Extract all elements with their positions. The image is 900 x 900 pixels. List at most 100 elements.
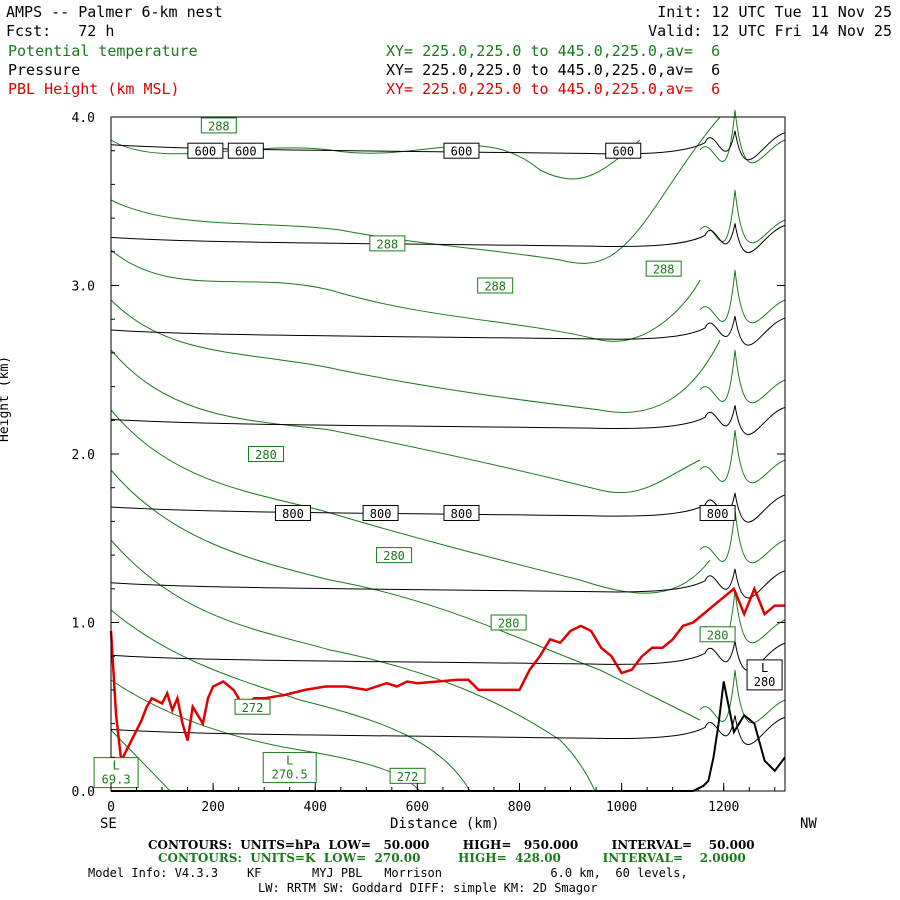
theta-label-3: 288 [653, 263, 675, 277]
theta-label-7-box [699, 626, 736, 643]
extremum-box-0 [262, 752, 317, 784]
pressure-label-800-2-box [443, 504, 480, 521]
theta-contour-1 [110, 116, 721, 264]
y-tick-label-4: 4.0 [72, 111, 95, 126]
pressure-label-800-3: 800 [707, 507, 729, 521]
x-tick-label-1: 200 [201, 800, 224, 815]
footer-model-info: Model Info: V4.3.3 KF MYJ PBL Morrison 6… [88, 866, 688, 880]
model-title: AMPS -- Palmer 6-km nest [6, 3, 223, 21]
theta-contour-right-3 [699, 349, 786, 404]
footer-physics: LW: RRTM SW: Goddard DIFF: simple KM: 2D… [258, 881, 598, 895]
init-time: Init: 12 UTC Tue 11 Nov 25 [657, 3, 892, 21]
theta-label-4-box [248, 446, 285, 462]
pressure-label-600-0: 600 [195, 145, 217, 159]
extremum-value-0: 270.5 [272, 768, 308, 782]
pressure-label-600-1-box [227, 142, 264, 159]
legend-pbl-label: PBL Height (km MSL) [8, 80, 180, 98]
theta-contour-right-4 [699, 429, 786, 484]
pressure-label-600-3-box [605, 142, 642, 159]
x-axis-label: Distance (km) [390, 816, 500, 832]
theta-label-6-box [490, 614, 527, 631]
theta-label-1-box [369, 235, 406, 252]
theta-contour-right-7 [699, 669, 786, 724]
right-end-label: NW [800, 816, 817, 832]
extremum-value-1: 69.3 [102, 773, 131, 787]
extremum-letter-2: L [761, 661, 768, 675]
pbl-height-series [109, 585, 785, 766]
theta-label-4: 280 [255, 448, 277, 462]
legend-theta-xy: XY= 225.0,225.0 to 445.0,225.0,av= 6 [386, 42, 721, 60]
theta-contour-right-0 [699, 109, 786, 164]
extremum-box-1 [93, 757, 139, 789]
theta-label-5-box [376, 547, 413, 564]
pressure-contour-850 [110, 568, 786, 599]
x-tick-label-5: 1000 [606, 800, 637, 815]
pressure-label-600-3: 600 [612, 145, 634, 159]
extremum-letter-1: L [112, 759, 119, 773]
legend-pressure-label: Pressure [8, 61, 81, 79]
extremum-letter-0: L [286, 754, 293, 768]
pressure-label-800-0-box [274, 504, 311, 521]
footer-theta-contours: CONTOURS: UNITS=K LOW= 270.00 HIGH= 428.… [158, 851, 746, 865]
pressure-label-600-0-box [187, 142, 224, 159]
pressure-label-600-2: 600 [451, 145, 473, 159]
pressure-label-800-0: 800 [282, 507, 304, 521]
theta-label-7: 280 [707, 628, 729, 642]
x-tick-label-2: 400 [304, 800, 327, 815]
theta-contour-7 [110, 539, 596, 792]
y-axis-label: Height (km) [0, 355, 12, 442]
theta-label-9-box [389, 767, 426, 784]
theta-label-2: 288 [484, 280, 506, 294]
pressure-contours [110, 130, 786, 745]
valid-time: Valid: 12 UTC Fri 14 Nov 25 [648, 22, 892, 40]
legend-pressure-xy: XY= 225.0,225.0 to 445.0,225.0,av= 6 [386, 61, 721, 79]
axes: 0.0 1.0 2.0 3.0 4.0 0 200 400 600 800 1000 1200 [72, 111, 785, 815]
pressure-label-800-3-box [699, 504, 736, 521]
pressure-label-800-1-box [362, 504, 399, 521]
left-end-label: SE [100, 816, 117, 832]
footer-pressure-contours: CONTOURS: UNITS=hPa LOW= 50.000 HIGH= 95… [148, 838, 755, 852]
pressure-label-600-1: 600 [235, 145, 257, 159]
theta-label-0-box [200, 117, 237, 134]
theta-contour-3 [110, 299, 721, 413]
forecast-hour: Fcst: 72 h [6, 22, 115, 40]
theta-label-1: 288 [376, 237, 398, 251]
theta-label-5: 280 [383, 549, 405, 563]
theta-label-9: 272 [397, 770, 419, 784]
pressure-contour-900 [110, 641, 786, 671]
pressure-contour-950 [110, 715, 786, 745]
contour-labels: 600 600 600 600 800 800 800 800 288 288 288 288 280 2… [93, 117, 783, 789]
legend-theta-label: Potential temperature [8, 42, 198, 60]
y-tick-label-3: 3.0 [72, 280, 95, 295]
pressure-contour-650 [110, 223, 786, 253]
pressure-contour-750 [110, 405, 786, 435]
pressure-label-800-2: 800 [451, 507, 473, 521]
y-tick-label-1: 1.0 [72, 617, 95, 632]
pressure-label-600-2-box [443, 142, 480, 159]
y-tick-label-2: 2.0 [72, 448, 95, 463]
x-tick-label-3: 600 [406, 800, 429, 815]
theta-label-6: 280 [498, 617, 520, 631]
extremum-value-2: 280 [754, 675, 776, 689]
theta-contour-8 [110, 609, 471, 792]
extremum-box-2 [746, 659, 783, 691]
x-tick-label-6: 1200 [708, 800, 739, 815]
x-tick-label-4: 800 [508, 800, 531, 815]
theta-label-3-box [645, 260, 682, 277]
theta-label-8-box [234, 698, 271, 715]
theta-contour-right-2 [699, 269, 786, 324]
pressure-contour-700 [110, 315, 786, 346]
theta-contour-2 [110, 249, 701, 342]
x-tick-label-0: 0 [107, 800, 115, 815]
theta-label-2-box [477, 277, 514, 294]
theta-contour-4 [110, 349, 701, 494]
y-tick-label-0: 0.0 [72, 785, 95, 800]
theta-contour-right-1 [699, 189, 786, 244]
legend-pbl-xy: XY= 225.0,225.0 to 445.0,225.0,av= 6 [386, 80, 721, 98]
theta-label-0: 288 [208, 119, 230, 133]
pressure-contour-600 [110, 130, 786, 161]
theta-contour-6 [110, 469, 701, 721]
pressure-label-800-1: 800 [370, 507, 392, 521]
theta-label-8: 272 [242, 701, 264, 715]
